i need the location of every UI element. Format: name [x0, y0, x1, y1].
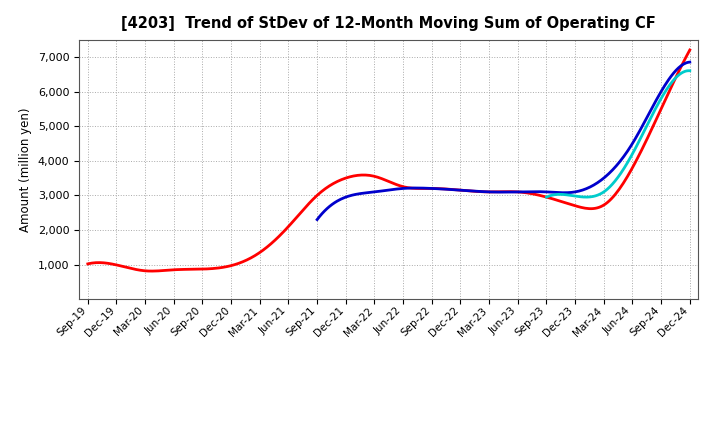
Title: [4203]  Trend of StDev of 12-Month Moving Sum of Operating CF: [4203] Trend of StDev of 12-Month Moving… — [122, 16, 656, 32]
Y-axis label: Amount (million yen): Amount (million yen) — [19, 107, 32, 231]
